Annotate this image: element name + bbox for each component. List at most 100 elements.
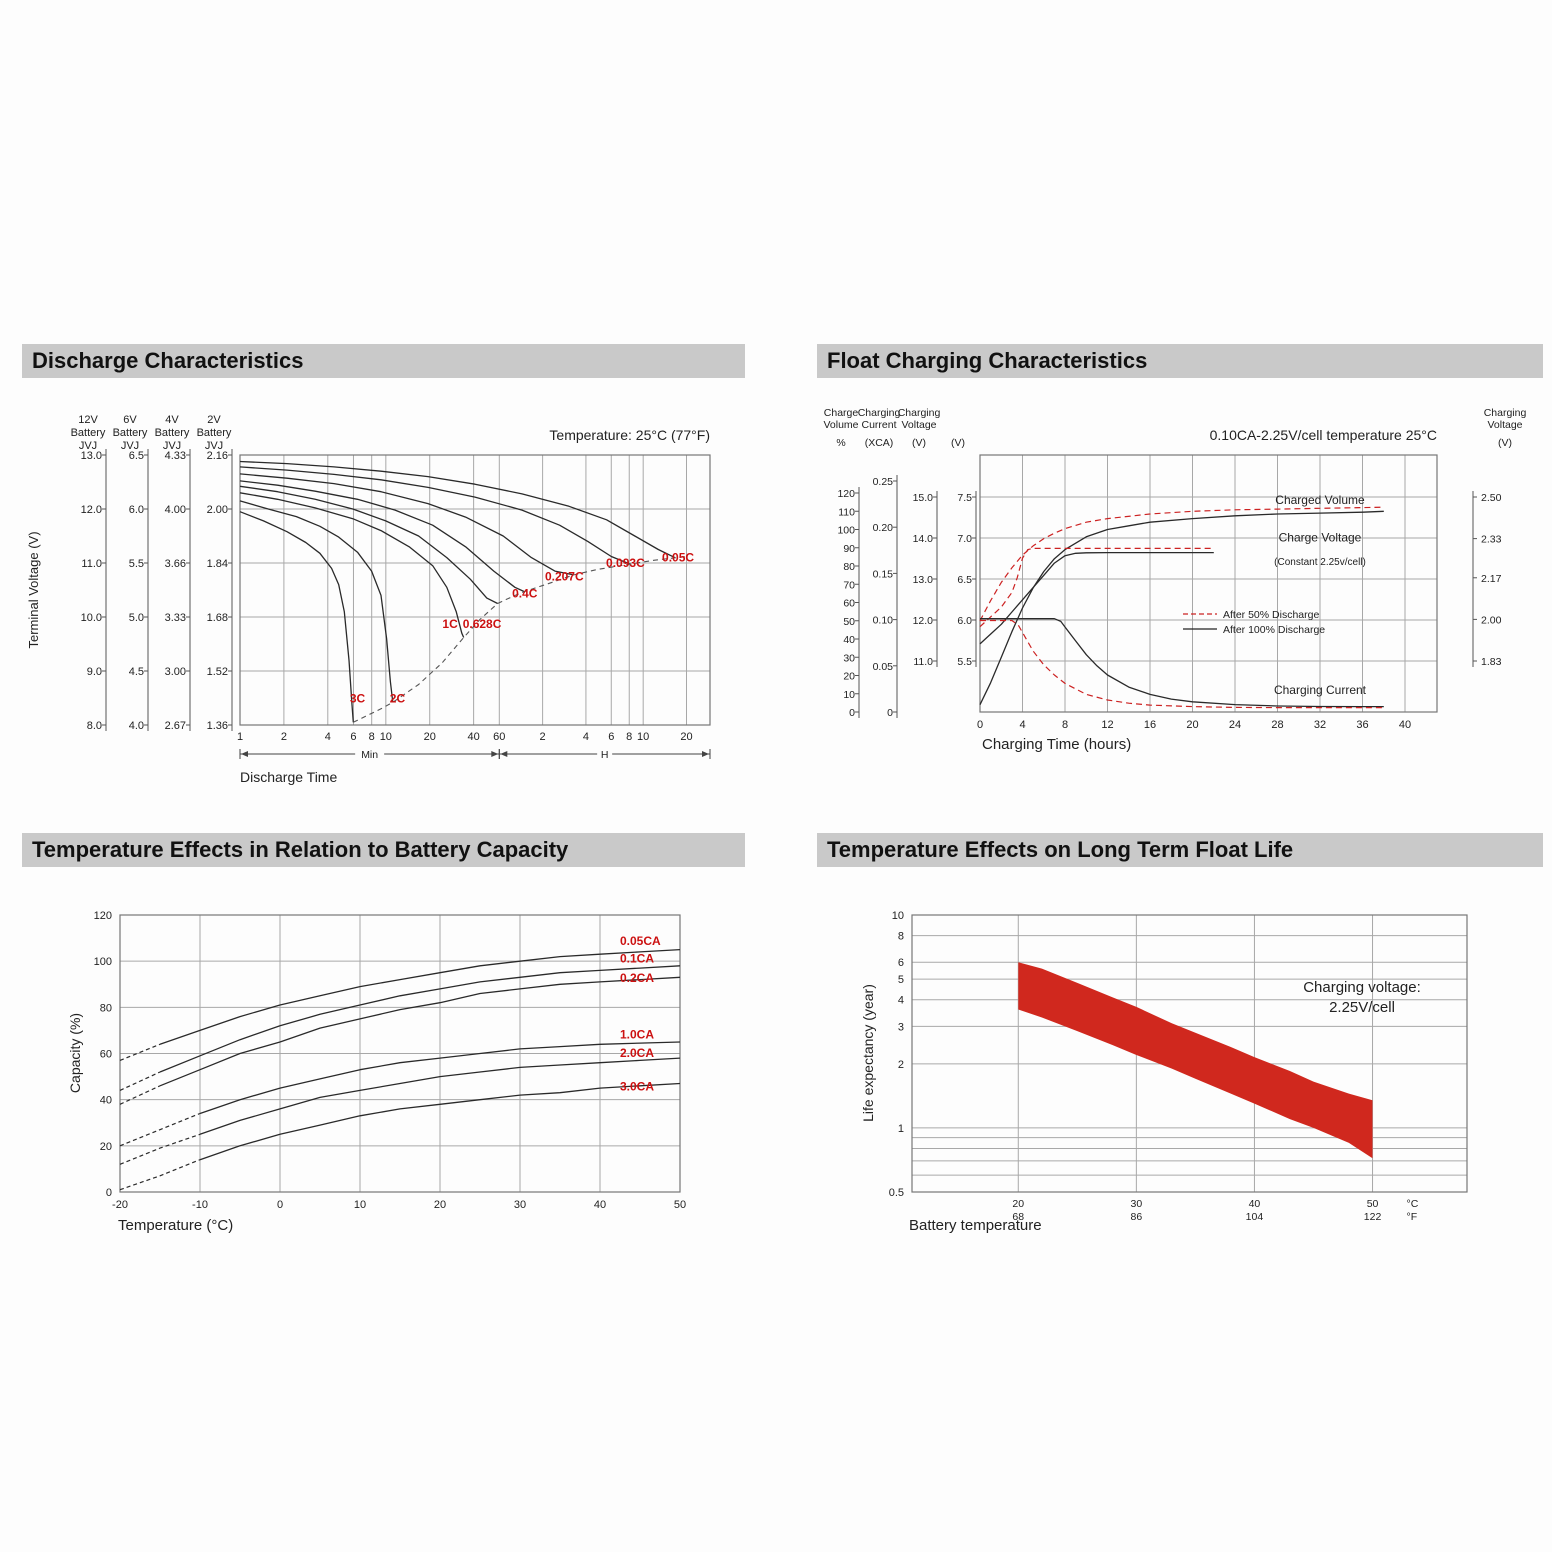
series-0.05C: [239, 460, 676, 559]
series-dash-3.0CA: [119, 1159, 201, 1191]
svg-text:5: 5: [898, 974, 904, 986]
svg-text:20: 20: [680, 731, 692, 743]
svg-text:Charging: Charging: [1484, 407, 1527, 419]
svg-text:After 100% Discharge: After 100% Discharge: [1223, 624, 1325, 636]
grid: [979, 454, 1438, 713]
grid: [239, 454, 711, 726]
temperature-capacity-chart: 0 20 40 60 80 100 120 -20 -10 0 10 20 30 40 50 Capacity…: [67, 910, 686, 1234]
svg-text:0: 0: [977, 719, 983, 731]
svg-text:6.0: 6.0: [129, 504, 144, 516]
svg-text:6: 6: [350, 731, 356, 743]
float-charging-chart: ChargeVolume%120110100908070605040302010…: [823, 407, 1527, 753]
svg-text:14.0: 14.0: [913, 533, 934, 545]
series-dash-2.0CA: [119, 1133, 201, 1165]
svg-text:80: 80: [843, 561, 855, 573]
series: [979, 551, 1214, 645]
series-dash-0.05CA: [119, 1043, 161, 1061]
x-span-H: H: [498, 748, 711, 761]
x-axis-label: Battery temperature: [909, 1217, 1042, 1234]
svg-text:20: 20: [1012, 1198, 1024, 1210]
svg-text:6.0: 6.0: [957, 615, 972, 627]
svg-text:10: 10: [892, 910, 904, 922]
voltage-scale-columns: 12VBatteryJVJ13.012.011.010.09.08.06VBat…: [71, 414, 233, 732]
svg-text:8: 8: [626, 731, 632, 743]
svg-text:1.84: 1.84: [207, 558, 228, 570]
curve-label-0.207C: 0.207C: [545, 569, 584, 583]
x-span-Min: Min: [239, 748, 500, 761]
svg-text:7.5: 7.5: [957, 492, 972, 504]
svg-text:100: 100: [94, 956, 112, 968]
svg-text:20: 20: [843, 671, 855, 683]
svg-text:6V: 6V: [123, 414, 137, 426]
curve-label-0.628C: 0.628C: [463, 617, 502, 631]
curve-label-1.0CA: 1.0CA: [620, 1027, 654, 1041]
svg-text:Charging: Charging: [858, 407, 901, 419]
curve-label-0.05CA: 0.05CA: [620, 934, 661, 948]
svg-text:120: 120: [837, 488, 855, 500]
svg-text:2.50: 2.50: [1481, 492, 1502, 504]
svg-text:1.83: 1.83: [1481, 656, 1502, 668]
svg-text:6.5: 6.5: [957, 574, 972, 586]
series-0.4C: [239, 480, 525, 593]
svg-text:13.0: 13.0: [81, 450, 102, 462]
svg-text:13.0: 13.0: [913, 574, 934, 586]
svg-text:40: 40: [1249, 1198, 1261, 1210]
charging-curves: Charged Volume Charge Voltage (Constant 2.…: [979, 493, 1384, 709]
svg-text:2.00: 2.00: [207, 504, 228, 516]
discharge-characteristics-chart: 12VBatteryJVJ13.012.011.010.09.08.06VBat…: [26, 414, 711, 785]
svg-text:8: 8: [369, 731, 375, 743]
svg-text:Voltage: Voltage: [1487, 419, 1522, 431]
svg-text:36: 36: [1356, 719, 1368, 731]
svg-text:40: 40: [1399, 719, 1411, 731]
life-expectancy-band: [1018, 962, 1373, 1159]
svg-text:11.0: 11.0: [913, 656, 933, 668]
series-2.0CA: [199, 1057, 681, 1135]
svg-text:2: 2: [898, 1059, 904, 1071]
svg-text:JVJ: JVJ: [205, 440, 223, 452]
svg-text:After 50% Discharge: After 50% Discharge: [1223, 609, 1319, 621]
x-axis-label: Temperature (°C): [118, 1217, 233, 1234]
x-axis-label: Charging Time (hours): [982, 736, 1131, 753]
svg-text:-20: -20: [112, 1199, 128, 1211]
svg-text:15.0: 15.0: [913, 492, 934, 504]
svg-text:1.36: 1.36: [207, 720, 228, 732]
y-axis-label: Terminal Voltage (V): [26, 531, 41, 648]
svg-text:4: 4: [583, 731, 589, 743]
svg-text:10: 10: [637, 731, 649, 743]
svg-text:5.0: 5.0: [129, 612, 144, 624]
svg-text:3.33: 3.33: [165, 612, 186, 624]
svg-text:80: 80: [100, 1002, 112, 1014]
svg-text:0.10: 0.10: [873, 615, 894, 627]
svg-text:2: 2: [281, 731, 287, 743]
svg-text:30: 30: [514, 1199, 526, 1211]
series-2C: [239, 500, 394, 703]
curve-label-0.05C: 0.05C: [662, 550, 694, 564]
curve-label-1C: 1C: [442, 617, 458, 631]
series-0.05CA: [159, 948, 681, 1045]
svg-text:12V: 12V: [78, 414, 98, 426]
svg-text:2.67: 2.67: [165, 720, 186, 732]
svg-text:0.05: 0.05: [873, 661, 894, 673]
svg-text:H: H: [601, 749, 609, 761]
series-dash-0.1CA: [119, 1071, 161, 1091]
series-1.0CA: [199, 1041, 681, 1115]
x-axis-label: Discharge Time: [240, 769, 337, 785]
svg-text:60: 60: [100, 1049, 112, 1061]
series-3.0CA: [199, 1082, 681, 1161]
svg-text:86: 86: [1131, 1211, 1143, 1223]
svg-text:24: 24: [1229, 719, 1241, 731]
svg-text:Min: Min: [361, 749, 378, 761]
svg-text:30: 30: [843, 652, 855, 664]
svg-text:JVJ: JVJ: [163, 440, 181, 452]
svg-text:Charging voltage:: Charging voltage:: [1303, 979, 1421, 996]
series-dash-1.0CA: [119, 1112, 201, 1147]
svg-text:70: 70: [843, 579, 855, 591]
svg-text:4V: 4V: [165, 414, 179, 426]
curve-label-2.0CA: 2.0CA: [620, 1046, 654, 1060]
svg-text:122: 122: [1364, 1211, 1382, 1223]
svg-text:4.0: 4.0: [129, 720, 144, 732]
svg-text:1.68: 1.68: [207, 612, 228, 624]
svg-text:4: 4: [898, 995, 904, 1007]
svg-text:0: 0: [887, 707, 893, 719]
svg-text:8: 8: [1062, 719, 1068, 731]
